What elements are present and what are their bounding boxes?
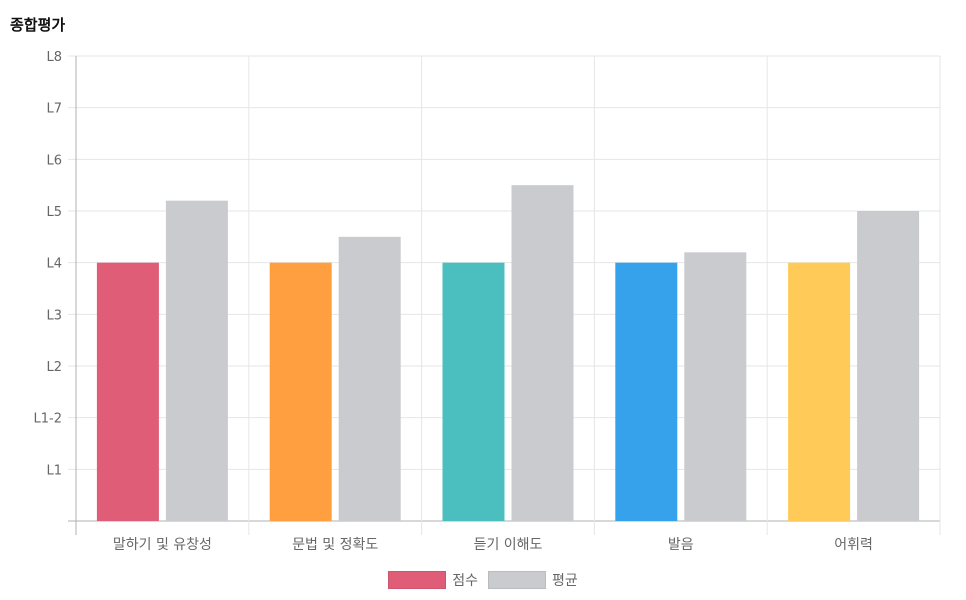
bar-score[interactable] xyxy=(442,262,505,521)
legend-label-score: 점수 xyxy=(452,573,478,589)
bar-average[interactable] xyxy=(338,236,401,522)
bar-score[interactable] xyxy=(96,262,159,521)
y-tick-label: L3 xyxy=(46,308,62,323)
y-tick-label: L6 xyxy=(46,153,62,168)
legend-item-average[interactable]: 평균 xyxy=(488,570,578,590)
y-tick-label: L7 xyxy=(46,102,62,117)
category-label: 어휘력 xyxy=(834,537,873,553)
legend-item-score[interactable]: 점수 xyxy=(388,570,478,590)
bar-score[interactable] xyxy=(788,262,851,521)
legend-swatch-average xyxy=(488,571,546,589)
legend-swatch-score xyxy=(388,571,447,589)
category-label: 발음 xyxy=(668,537,694,553)
legend: 점수 평균 xyxy=(0,570,966,590)
bar-average[interactable] xyxy=(511,185,574,521)
bar-score[interactable] xyxy=(269,262,332,521)
y-tick-label: L8 xyxy=(46,50,62,65)
category-label: 듣기 이해도 xyxy=(474,537,543,553)
y-tick-label: L5 xyxy=(46,205,62,220)
y-tick-label: L1-2 xyxy=(34,412,62,427)
y-tick-label: L4 xyxy=(46,257,62,272)
labels-layer: L1 L1-2 L2 L3 L4 L5 L6 L7 L8 말하기 및 유창성 문법 및 정확도 듣기 … xyxy=(34,50,873,553)
chart-title: 종합평가 xyxy=(10,16,66,34)
legend-label-average: 평균 xyxy=(552,573,578,589)
y-tick-label: L2 xyxy=(46,360,62,375)
bars-layer xyxy=(96,185,920,522)
bar-average[interactable] xyxy=(857,211,920,521)
category-label: 말하기 및 유창성 xyxy=(113,537,212,553)
bar-chart: L1 L1-2 L2 L3 L4 L5 L6 L7 L8 말하기 및 유창성 문법 및 정확도 듣기 … xyxy=(34,50,941,553)
axis-layer xyxy=(75,56,941,535)
y-tick-label: L1 xyxy=(46,463,62,478)
bar-average[interactable] xyxy=(165,200,228,521)
bar-score[interactable] xyxy=(615,262,678,521)
category-label: 문법 및 정확도 xyxy=(292,537,378,553)
bar-average[interactable] xyxy=(684,252,747,522)
